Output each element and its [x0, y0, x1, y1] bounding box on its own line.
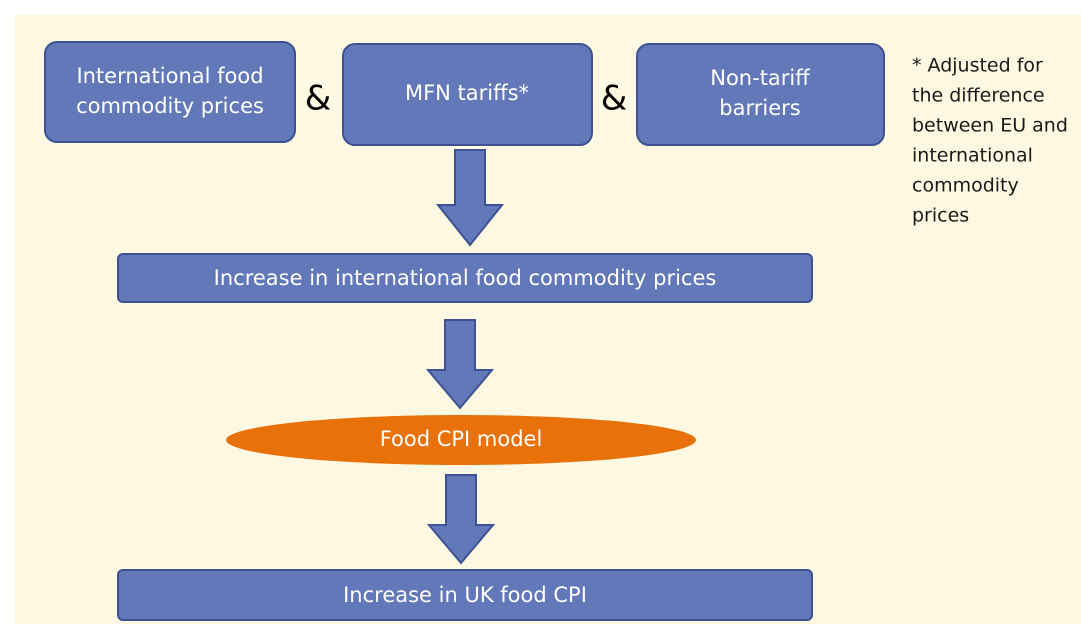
note-line: international — [912, 145, 1033, 167]
result-box — [117, 569, 813, 621]
node-label: Increase in UK food CPI — [343, 583, 587, 607]
arrow — [425, 319, 495, 410]
input-box — [342, 43, 593, 146]
input-box — [44, 41, 296, 143]
note-line: the difference — [912, 85, 1045, 107]
node-label: Non-tariff — [710, 66, 810, 90]
note-line: * Adjusted for — [912, 55, 1043, 77]
node-label: Increase in international food commodity… — [214, 266, 717, 290]
input-box — [636, 43, 885, 146]
node-label: Food CPI model — [380, 427, 543, 451]
arrow — [426, 474, 496, 565]
node-label: barriers — [719, 96, 800, 120]
model-ellipse — [226, 415, 696, 465]
connector: & — [305, 79, 332, 119]
result-box — [117, 253, 813, 303]
note-line: commodity — [912, 175, 1019, 197]
node-label: International food — [76, 64, 263, 88]
arrow — [435, 149, 505, 247]
node-label: commodity prices — [76, 94, 264, 118]
node-label: MFN tariffs* — [405, 81, 529, 105]
note-line: between EU and — [912, 115, 1068, 137]
note-line: prices — [912, 205, 969, 227]
connector: & — [601, 79, 628, 119]
